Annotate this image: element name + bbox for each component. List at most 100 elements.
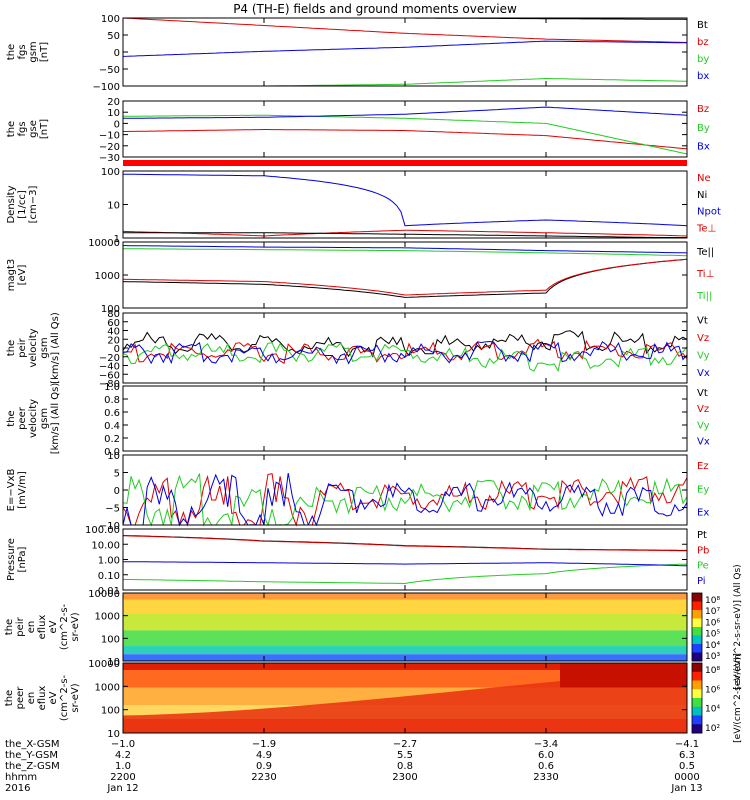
colorbar-segment [692,706,702,716]
panel-frame [122,385,688,452]
y-tick-label: 100 [101,167,120,178]
x-axis-value: −4.1 [675,739,699,750]
series-Ez [122,473,688,527]
flag-bar [123,160,687,166]
legend-Vt: Vt [697,388,708,399]
y-tick-label: 0 [114,344,120,355]
legend-by: by [697,54,709,65]
x-axis-labels: the_X-GSM −1.0 −1.9 −2.7 −3.4 −4.1 the_Y-GSM 4.… [5,739,703,794]
x-axis-value: 2200 [110,772,135,783]
legend-Vt: Vt [697,316,708,327]
series-Ti⊥ [122,258,688,296]
y-tick-label: 20 [107,97,120,108]
y-tick-label: 10.00 [91,540,120,551]
panel-frame [122,170,688,239]
x-axis-value: −3.4 [534,739,558,750]
panel-pressure: Pressure [nPa] 100.00 10.00 1.00 0.10 0.01 Pt Pb… [6,525,709,597]
legend-Npot: Npot [697,207,721,218]
y-axis-label: fgs [17,121,28,136]
y-tick-label: 1000 [95,271,120,282]
y-tick-label: 1000 [95,612,120,623]
legend-Vy: Vy [697,420,710,431]
y-axis-label: Density [6,185,17,223]
y-tick-label: 1000 [95,682,120,693]
legend-Vz: Vz [697,404,709,415]
series-Npot [122,173,688,227]
colorbar-tick-label: 10⁴ [705,641,720,651]
x-axis-value: Jan 12 [106,783,138,794]
y-axis-label: gse [28,120,39,138]
y-tick-label: 10 [107,201,120,212]
y-axis-label: peir [17,337,28,357]
y-axis-label: [eV] [17,265,28,286]
x-axis-value: 1.0 [115,761,131,772]
y-tick-label: −10 [99,521,120,532]
y-axis-label: eV [48,691,59,704]
y-tick-label: 10 [107,729,120,740]
x-axis-value: 6.3 [679,750,695,761]
colorbar-segment [692,671,702,681]
legend-Vz: Vz [697,333,709,344]
y-tick-label: 0.10 [98,571,120,582]
y-axis-label: fgs [17,44,28,59]
y-axis-label: [nPa] [17,546,28,572]
y-axis-label: magt3 [6,259,17,292]
y-axis-label: gsm [39,408,50,429]
y-tick-label: 20 [107,335,120,346]
colorbar-segment [692,715,702,725]
y-axis-label: sr-eV) [70,683,81,712]
y-axis-label: the [6,44,17,60]
y-tick-label: 100 [101,304,120,315]
y-axis-label: [1/cc] [17,190,28,219]
colorbar-frame [691,662,703,734]
y-tick-label: −20 [99,142,120,153]
colorbar-segment [692,689,702,699]
y-tick-label: −50 [99,65,120,76]
y-tick-label: 100 [101,14,120,25]
y-axis-label: [cm−3] [28,186,39,224]
y-axis-label: en [26,621,37,634]
legend-Ez: Ez [697,461,709,472]
series-By [122,114,688,155]
y-tick-label: 0.8 [104,395,120,406]
legend-Ni: Ni [697,190,707,201]
y-tick-label: 100 [101,706,120,717]
panel-peer-eflux: the peer en eflux eV (cm^2-s-sr-eV)10⁸10⁶10⁴1… [4,653,743,743]
y-tick-label: 1.0 [104,382,120,393]
panel-peer-velocity: the peer velocity gsm [km/s] (All Qs) 1.0 0.8 0… [6,382,710,458]
colorbar-tick-label: 10³ [705,652,720,662]
colorbar-segment [692,680,702,690]
y-tick-label: 10 [107,451,120,462]
legend-Ti||: Ti|| [696,291,712,302]
y-axis-label: the [6,121,17,137]
x-axis-value: 0.8 [397,761,413,772]
y-axis-label: [km/s] (All Qs) [50,383,61,455]
x-axis-value: 6.0 [538,750,554,761]
colorbar-segment [692,593,702,602]
colorbar-segment [692,635,702,645]
series-Vy [122,342,688,373]
y-tick-label: 10 [107,657,120,668]
y-tick-label: 5 [114,469,120,480]
colorbar-tick-label: 10⁵ [705,630,720,640]
y-axis-label: velocity [28,328,39,367]
legend-bx: bx [697,71,709,82]
y-tick-label: 50 [107,31,120,42]
series-Ne [122,229,688,237]
heatmap-band [123,613,687,631]
y-tick-label: −20 [99,353,120,364]
colorbar-tick-label: 10⁶ [705,618,720,628]
x-axis-value: 2230 [251,772,276,783]
legend-Bt: Bt [697,20,708,31]
y-tick-label: 10 [107,108,120,119]
legend-By: By [697,123,710,134]
y-tick-label: 60 [107,318,120,329]
y-axis-label: E=−VxB [6,469,17,512]
colorbar-segment [692,618,702,628]
panel-fgs-gsm: the fgs gsm [nT] 100 50 0 −50 −100 Bt bz by bx [6,14,709,93]
heatmap-hot-region [560,663,687,688]
legend-Bz: Bz [697,104,709,115]
y-tick-label: −5 [105,504,120,515]
y-tick-label: −60 [99,370,120,381]
plot-title: P4 (TH-E) fields and ground moments over… [233,2,517,16]
